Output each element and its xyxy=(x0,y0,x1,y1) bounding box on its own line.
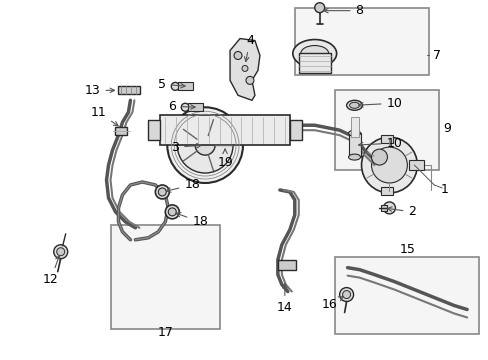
Polygon shape xyxy=(229,39,260,100)
Circle shape xyxy=(168,208,176,216)
Bar xyxy=(178,82,193,90)
Text: 19: 19 xyxy=(217,149,232,168)
Circle shape xyxy=(314,3,324,13)
Text: 12: 12 xyxy=(43,256,60,286)
Circle shape xyxy=(155,185,169,199)
Circle shape xyxy=(57,248,64,256)
Text: 9: 9 xyxy=(442,122,450,135)
Text: 16: 16 xyxy=(321,297,343,311)
Text: 13: 13 xyxy=(84,84,114,97)
Bar xyxy=(350,117,358,137)
Ellipse shape xyxy=(346,100,362,110)
Bar xyxy=(334,90,438,170)
Text: 1: 1 xyxy=(439,184,447,197)
Ellipse shape xyxy=(300,45,328,62)
Text: 4: 4 xyxy=(244,34,253,62)
Circle shape xyxy=(383,202,395,214)
Circle shape xyxy=(339,288,353,302)
Text: 6: 6 xyxy=(168,100,195,113)
Text: 11: 11 xyxy=(90,106,118,126)
Text: 2: 2 xyxy=(386,205,415,219)
Bar xyxy=(148,120,160,140)
Ellipse shape xyxy=(348,154,360,160)
Circle shape xyxy=(195,135,215,155)
Bar xyxy=(381,205,386,211)
Bar xyxy=(118,86,140,94)
Ellipse shape xyxy=(292,40,336,67)
Text: 15: 15 xyxy=(399,243,414,256)
Bar xyxy=(381,135,393,143)
Bar xyxy=(160,115,289,145)
Bar xyxy=(408,160,424,170)
Text: 10: 10 xyxy=(358,97,402,110)
Text: 7: 7 xyxy=(432,49,440,62)
Bar xyxy=(348,133,360,157)
Ellipse shape xyxy=(348,130,360,136)
Bar xyxy=(298,54,330,73)
Circle shape xyxy=(54,245,67,259)
Circle shape xyxy=(242,66,247,71)
Circle shape xyxy=(181,103,189,111)
Text: 14: 14 xyxy=(276,284,292,314)
Circle shape xyxy=(371,147,407,183)
Circle shape xyxy=(361,137,416,193)
Bar xyxy=(115,127,127,135)
Text: 5: 5 xyxy=(158,78,185,91)
Bar xyxy=(289,120,301,140)
Circle shape xyxy=(171,82,179,90)
Bar xyxy=(334,257,478,334)
Circle shape xyxy=(342,291,350,298)
Bar xyxy=(277,260,295,270)
Text: 10: 10 xyxy=(358,137,402,150)
Circle shape xyxy=(234,51,242,59)
Text: 18: 18 xyxy=(176,213,208,228)
Bar xyxy=(110,225,220,329)
Ellipse shape xyxy=(349,102,359,108)
Bar xyxy=(294,8,428,75)
Circle shape xyxy=(158,188,166,196)
Text: 17: 17 xyxy=(157,326,173,339)
Bar xyxy=(188,103,203,111)
Text: 8: 8 xyxy=(323,4,363,17)
Text: 3: 3 xyxy=(171,141,201,154)
Circle shape xyxy=(371,149,386,165)
Circle shape xyxy=(245,76,253,84)
Circle shape xyxy=(177,117,233,173)
Text: 18: 18 xyxy=(166,179,200,192)
Circle shape xyxy=(165,205,179,219)
Circle shape xyxy=(167,107,243,183)
Bar xyxy=(381,187,393,195)
